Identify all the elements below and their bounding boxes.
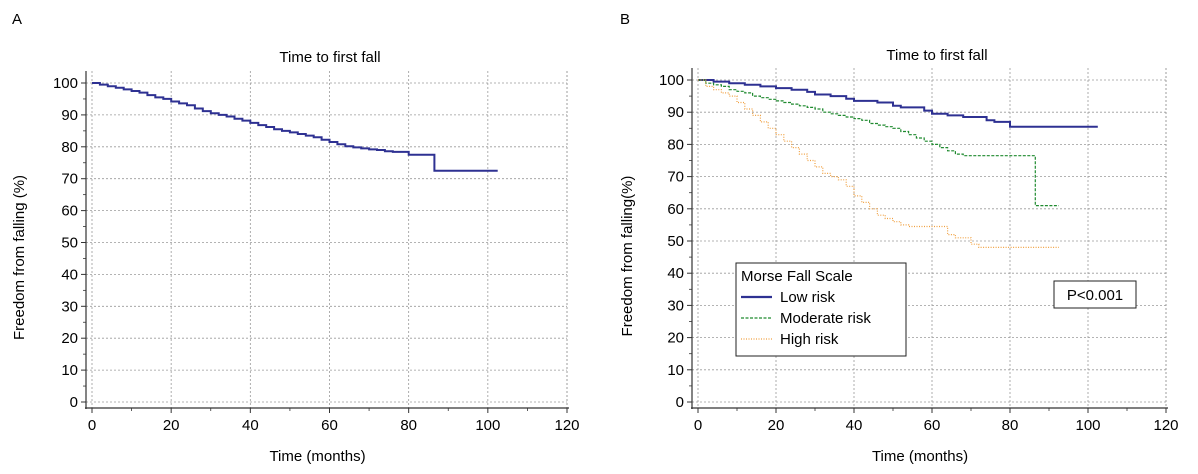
x-tick-label: 100 [1075, 417, 1100, 434]
y-tick-label: 100 [659, 72, 684, 89]
legend-title: Morse Fall Scale [741, 268, 853, 285]
x-tick-label: 120 [554, 417, 579, 434]
y-tick-label: 50 [61, 235, 78, 252]
y-tick-label: 40 [667, 265, 684, 282]
x-tick-label: 60 [321, 417, 338, 434]
y-tick-label: 80 [667, 136, 684, 153]
y-tick-label: 20 [667, 330, 684, 347]
y-tick-label: 60 [61, 203, 78, 220]
p-value-text: P<0.001 [1067, 287, 1123, 304]
panel-letter: A [12, 11, 22, 28]
y-tick-label: 30 [667, 297, 684, 314]
x-tick-label: 100 [475, 417, 500, 434]
chart-title: Time to first fall [279, 49, 380, 66]
y-tick-label: 100 [53, 75, 78, 92]
legend-label: Low risk [780, 289, 836, 306]
y-tick-label: 70 [61, 171, 78, 188]
x-tick-label: 80 [1002, 417, 1019, 434]
y-tick-label: 0 [70, 394, 78, 411]
chart-panel-b: B Time to first fall 0 10 20 30 40 50 60 70 80 90 10… [619, 11, 1179, 465]
p-value-box [1053, 280, 1137, 309]
y-axis-label: Freedom from falling (%) [11, 175, 28, 340]
chart-title: Time to first fall [886, 47, 987, 64]
y-tick-label: 90 [61, 107, 78, 124]
series-line-overall [92, 82, 498, 172]
y-axis-label: Freedom from falling(%) [619, 176, 636, 337]
y-tick-label: 40 [61, 266, 78, 283]
y-tick-label: 80 [61, 139, 78, 156]
x-tick-label: 40 [846, 417, 863, 434]
x-tick-label: 120 [1153, 417, 1178, 434]
y-tick-label: 50 [667, 233, 684, 250]
y-tick-label: 60 [667, 201, 684, 218]
y-tick-label: 90 [667, 104, 684, 121]
y-tick-label: 10 [61, 362, 78, 379]
y-tick-label: 10 [667, 362, 684, 379]
legend-label: Moderate risk [780, 310, 871, 327]
x-tick-label: 0 [694, 417, 702, 434]
x-tick-label: 60 [924, 417, 941, 434]
panel-letter: B [620, 11, 630, 28]
series-line-moderate-risk [698, 79, 1059, 207]
x-tick-label: 0 [88, 417, 96, 434]
series-line-high-risk [698, 79, 1059, 248]
x-axis-label: Time (months) [269, 448, 365, 465]
y-tick-label: 0 [676, 394, 684, 411]
y-tick-label: 30 [61, 298, 78, 315]
series-line-low-risk [698, 79, 1098, 128]
y-tick-label: 20 [61, 330, 78, 347]
legend-box [735, 262, 907, 357]
y-tick-label: 70 [667, 169, 684, 186]
x-tick-label: 40 [242, 417, 259, 434]
x-tick-label: 20 [768, 417, 785, 434]
x-tick-label: 80 [400, 417, 417, 434]
x-tick-label: 20 [163, 417, 180, 434]
x-axis-label: Time (months) [872, 448, 968, 465]
chart-panel-a: A Time to first fall 0 10 20 30 40 50 60 70 80 90 10… [11, 11, 580, 465]
legend-label: High risk [780, 331, 839, 348]
